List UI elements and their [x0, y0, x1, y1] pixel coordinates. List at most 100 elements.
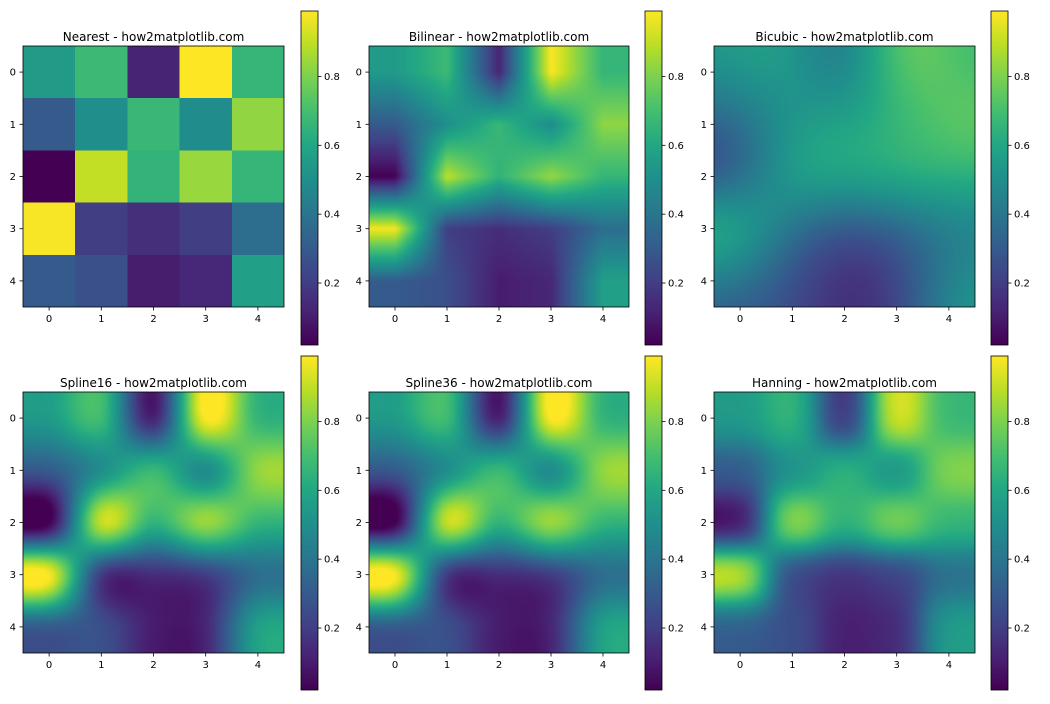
- y-tick-label: 0: [701, 414, 707, 425]
- colorbar-tick-label: 0.4: [1014, 555, 1030, 566]
- chart-panel: Bicubic - how2matplotlib.com 0 1 2 3 4 0 1 2 3 4 0.…: [701, 10, 1030, 346]
- colorbar-gradient: [301, 356, 318, 690]
- x-tick-label: 0: [392, 660, 398, 671]
- colorbar-tick-label: 0.6: [324, 141, 340, 152]
- colorbar-tick-label: 0.6: [324, 486, 340, 497]
- colorbar-tick-label: 0.8: [324, 72, 340, 83]
- colorbar-tick-label: 0.2: [1014, 279, 1030, 290]
- colorbar-gradient: [991, 11, 1008, 345]
- chart-panel: Nearest - how2matplotlib.com 0 1 2 3 4 0 1 2 3 4 0.…: [10, 10, 340, 346]
- x-tick-label: 2: [496, 314, 502, 325]
- colorbar-tick-label: 0.2: [324, 279, 340, 290]
- panel-title: Spline16 - how2matplotlib.com: [60, 376, 247, 390]
- colorbar-tick-label: 0.4: [668, 555, 684, 566]
- heatmap-image: [714, 392, 975, 653]
- y-tick-label: 3: [10, 570, 16, 581]
- y-tick-label: 3: [356, 570, 362, 581]
- x-tick-label: 2: [841, 314, 847, 325]
- colorbar-frame: [300, 10, 319, 346]
- x-tick-label: 3: [548, 314, 554, 325]
- colorbar-frame: [644, 355, 663, 691]
- y-tick-label: 4: [10, 276, 16, 287]
- colorbar-frame: [300, 355, 319, 691]
- x-tick-label: 1: [444, 314, 450, 325]
- y-tick-label: 2: [701, 518, 707, 529]
- x-tick-label: 0: [737, 314, 743, 325]
- y-tick-label: 4: [356, 622, 362, 633]
- panel-title: Hanning - how2matplotlib.com: [752, 376, 937, 390]
- x-tick-label: 2: [150, 314, 156, 325]
- x-tick-label: 4: [600, 660, 606, 671]
- colorbar-gradient: [301, 11, 318, 345]
- x-tick-label: 3: [203, 314, 209, 325]
- x-tick-label: 2: [150, 660, 156, 671]
- y-tick-label: 2: [701, 172, 707, 183]
- x-tick-label: 4: [255, 660, 261, 671]
- colorbar-frame: [990, 10, 1009, 346]
- x-tick-label: 3: [894, 314, 900, 325]
- y-tick-label: 2: [10, 518, 16, 529]
- x-tick-label: 3: [203, 660, 209, 671]
- y-tick-label: 1: [356, 120, 362, 131]
- panel-title: Bilinear - how2matplotlib.com: [409, 30, 589, 44]
- colorbar-tick-label: 0.4: [324, 555, 340, 566]
- x-tick-label: 2: [841, 660, 847, 671]
- colorbar-frame: [644, 10, 663, 346]
- x-tick-label: 4: [946, 660, 952, 671]
- panel-title: Spline36 - how2matplotlib.com: [406, 376, 593, 390]
- y-tick-label: 4: [701, 276, 707, 287]
- y-tick-label: 0: [10, 68, 16, 79]
- y-tick-label: 2: [10, 172, 16, 183]
- colorbar-tick-label: 0.8: [324, 417, 340, 428]
- y-tick-label: 2: [356, 518, 362, 529]
- x-tick-label: 1: [789, 660, 795, 671]
- chart-panel: Spline36 - how2matplotlib.com 0 1 2 3 4 0 1 2 3 4 0…: [356, 355, 684, 691]
- y-tick-label: 3: [10, 224, 16, 235]
- y-tick-label: 0: [10, 414, 16, 425]
- x-tick-label: 4: [255, 314, 261, 325]
- x-tick-label: 3: [548, 660, 554, 671]
- x-tick-label: 3: [894, 660, 900, 671]
- x-tick-label: 4: [600, 314, 606, 325]
- panel-title: Nearest - how2matplotlib.com: [63, 30, 245, 44]
- y-tick-label: 1: [10, 466, 16, 477]
- colorbar-tick-label: 0.6: [668, 141, 684, 152]
- x-tick-label: 0: [737, 660, 743, 671]
- y-tick-label: 1: [701, 466, 707, 477]
- panel-title: Bicubic - how2matplotlib.com: [755, 30, 933, 44]
- x-tick-label: 1: [444, 660, 450, 671]
- colorbar-tick-label: 0.4: [668, 210, 684, 221]
- heatmap-image: [369, 46, 629, 307]
- y-tick-label: 4: [701, 622, 707, 633]
- colorbar-tick-label: 0.6: [668, 486, 684, 497]
- y-tick-label: 0: [356, 414, 362, 425]
- colorbar-tick-label: 0.2: [668, 279, 684, 290]
- colorbar-tick-label: 0.8: [1014, 417, 1030, 428]
- x-tick-label: 1: [789, 314, 795, 325]
- colorbar-gradient: [645, 356, 662, 690]
- y-tick-label: 0: [701, 68, 707, 79]
- chart-panel: Hanning - how2matplotlib.com 0 1 2 3 4 0 1 2 3 4 0.…: [701, 355, 1030, 691]
- x-tick-label: 4: [946, 314, 952, 325]
- x-tick-label: 2: [496, 660, 502, 671]
- x-tick-label: 1: [98, 660, 104, 671]
- heatmap-image: [369, 392, 629, 653]
- y-tick-label: 4: [356, 276, 362, 287]
- y-tick-label: 0: [356, 68, 362, 79]
- y-tick-label: 1: [701, 120, 707, 131]
- chart-panel: Spline16 - how2matplotlib.com 0 1 2 3 4 0 1 2 3 4 0…: [10, 355, 340, 691]
- heatmap-image: [23, 392, 284, 653]
- colorbar-tick-label: 0.2: [668, 624, 684, 635]
- x-tick-label: 0: [46, 660, 52, 671]
- colorbar-gradient: [991, 356, 1008, 690]
- x-tick-label: 0: [392, 314, 398, 325]
- y-tick-label: 1: [356, 466, 362, 477]
- colorbar-tick-label: 0.6: [1014, 141, 1030, 152]
- y-tick-label: 3: [701, 224, 707, 235]
- colorbar-gradient: [645, 11, 662, 345]
- colorbar-tick-label: 0.2: [1014, 624, 1030, 635]
- colorbar-tick-label: 0.2: [324, 624, 340, 635]
- colorbar-tick-label: 0.8: [1014, 72, 1030, 83]
- heatmap-image: [714, 46, 975, 307]
